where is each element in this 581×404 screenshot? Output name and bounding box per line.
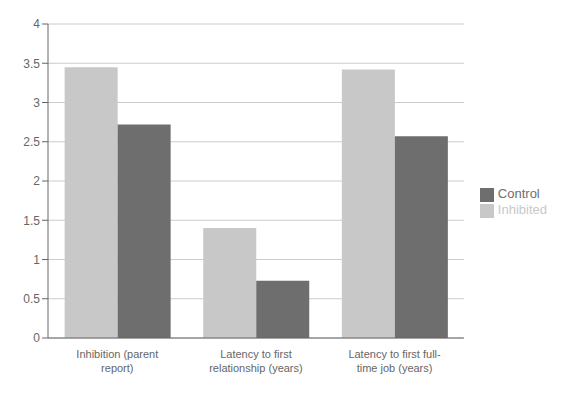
svg-text:1.5: 1.5: [23, 214, 40, 228]
svg-text:0.5: 0.5: [23, 292, 40, 306]
svg-text:3: 3: [33, 96, 40, 110]
svg-text:2: 2: [33, 174, 40, 188]
svg-text:Latency to first full-time job: Latency to first full-time job (years): [348, 348, 441, 374]
svg-text:4: 4: [33, 17, 40, 31]
svg-text:0: 0: [33, 331, 40, 345]
svg-text:1: 1: [33, 253, 40, 267]
html-text:Inhibited: Inhibited: [497, 202, 547, 217]
svg-text:3.5: 3.5: [23, 57, 40, 71]
svg-text:2.5: 2.5: [23, 135, 40, 149]
svg-text:Latency to firstrelationship (: Latency to firstrelationship (years): [209, 348, 303, 374]
html-text:Control: Control: [497, 186, 540, 202]
svg-text:Inhibition (parentreport): Inhibition (parentreport): [76, 348, 158, 374]
